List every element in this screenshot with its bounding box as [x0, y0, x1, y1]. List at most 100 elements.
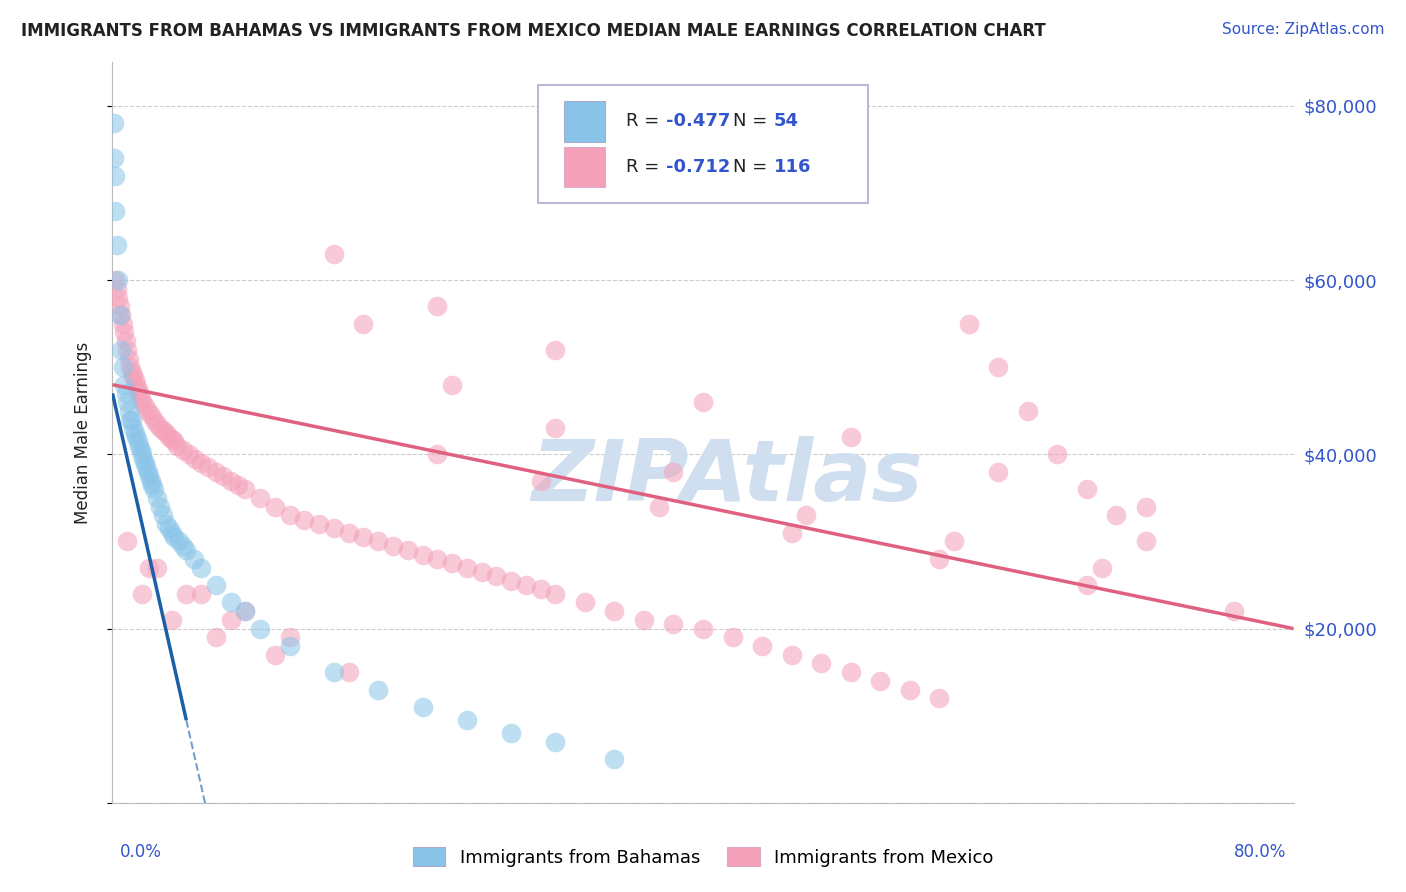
- Point: [125, 377, 148, 392]
- Point: [987, 465, 1010, 479]
- Point: [190, 456, 212, 470]
- Text: Source: ZipAtlas.com: Source: ZipAtlas.com: [1222, 22, 1385, 37]
- Point: [337, 665, 360, 680]
- Point: [105, 282, 128, 296]
- Point: [323, 521, 346, 535]
- Point: [662, 617, 685, 632]
- Point: [135, 460, 157, 475]
- Point: [426, 447, 449, 461]
- Point: [107, 291, 129, 305]
- Point: [544, 343, 567, 357]
- Point: [810, 657, 832, 671]
- Point: [110, 343, 132, 357]
- Point: [152, 423, 174, 437]
- Point: [128, 439, 150, 453]
- Point: [367, 682, 389, 697]
- Point: [441, 377, 464, 392]
- Point: [233, 604, 256, 618]
- Point: [139, 474, 162, 488]
- Point: [139, 408, 162, 422]
- Point: [382, 539, 405, 553]
- Point: [118, 351, 141, 366]
- Point: [662, 465, 685, 479]
- Point: [278, 639, 301, 653]
- Point: [898, 682, 921, 697]
- Point: [112, 377, 135, 392]
- Point: [456, 560, 478, 574]
- Point: [529, 582, 551, 597]
- Point: [163, 530, 186, 544]
- Point: [780, 525, 803, 540]
- Point: [544, 587, 567, 601]
- Point: [485, 569, 508, 583]
- Point: [205, 630, 228, 644]
- Point: [574, 595, 596, 609]
- Point: [441, 556, 464, 570]
- Point: [501, 726, 523, 740]
- Point: [1223, 604, 1246, 618]
- Text: R =: R =: [626, 158, 665, 176]
- Point: [125, 430, 148, 444]
- Text: -0.477: -0.477: [666, 112, 731, 130]
- Point: [160, 525, 183, 540]
- Point: [141, 478, 163, 492]
- Point: [117, 534, 138, 549]
- Point: [1076, 578, 1098, 592]
- Point: [249, 622, 271, 636]
- Point: [117, 395, 138, 409]
- Point: [278, 630, 301, 644]
- Point: [219, 595, 242, 609]
- Point: [928, 691, 950, 706]
- Point: [1135, 534, 1157, 549]
- Point: [142, 482, 165, 496]
- Point: [323, 247, 346, 261]
- Y-axis label: Median Male Earnings: Median Male Earnings: [73, 342, 91, 524]
- Point: [132, 451, 155, 466]
- Point: [112, 326, 135, 340]
- Point: [205, 578, 228, 592]
- Point: [352, 530, 374, 544]
- Point: [323, 665, 346, 680]
- Point: [172, 539, 194, 553]
- FancyBboxPatch shape: [537, 85, 869, 203]
- Text: IMMIGRANTS FROM BAHAMAS VS IMMIGRANTS FROM MEXICO MEDIAN MALE EARNINGS CORRELATI: IMMIGRANTS FROM BAHAMAS VS IMMIGRANTS FR…: [21, 22, 1046, 40]
- Point: [501, 574, 523, 588]
- Point: [104, 203, 127, 218]
- Point: [426, 552, 449, 566]
- Point: [129, 443, 152, 458]
- Point: [172, 443, 194, 458]
- Point: [146, 560, 169, 574]
- Text: 80.0%: 80.0%: [1234, 843, 1286, 861]
- Point: [110, 308, 132, 322]
- Point: [987, 360, 1010, 375]
- Point: [957, 317, 980, 331]
- Point: [233, 604, 256, 618]
- Point: [839, 430, 862, 444]
- Point: [647, 500, 671, 514]
- Point: [515, 578, 537, 592]
- Point: [219, 474, 242, 488]
- Point: [928, 552, 950, 566]
- Point: [426, 299, 449, 313]
- Point: [149, 500, 172, 514]
- Point: [190, 587, 212, 601]
- Text: R =: R =: [626, 112, 665, 130]
- Point: [160, 613, 183, 627]
- Point: [721, 630, 744, 644]
- Point: [103, 151, 125, 165]
- Point: [1046, 447, 1069, 461]
- Point: [183, 552, 205, 566]
- Point: [131, 587, 153, 601]
- Point: [104, 273, 127, 287]
- Point: [122, 421, 145, 435]
- Point: [152, 508, 174, 523]
- Point: [184, 451, 207, 466]
- Point: [190, 560, 212, 574]
- Point: [692, 395, 714, 409]
- Point: [839, 665, 862, 680]
- Point: [942, 534, 965, 549]
- Point: [160, 432, 183, 446]
- Point: [1135, 500, 1157, 514]
- Point: [352, 317, 374, 331]
- Point: [470, 565, 494, 579]
